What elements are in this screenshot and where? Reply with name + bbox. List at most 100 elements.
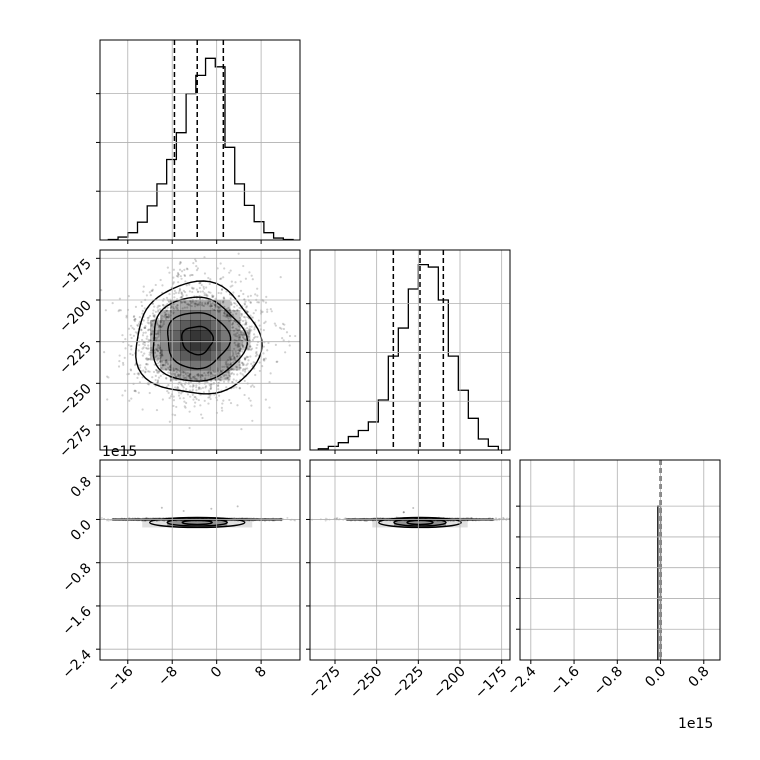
scatter-point xyxy=(177,273,180,276)
scatter-point xyxy=(243,302,246,305)
ytick-label-param2-0: −2.4 xyxy=(59,647,94,682)
scatter-point xyxy=(180,301,183,304)
scatter-point xyxy=(191,385,194,388)
scatter-point xyxy=(181,384,184,387)
scatter-point xyxy=(157,376,161,379)
scatter-point xyxy=(172,281,175,284)
scatter-point xyxy=(155,349,159,352)
scatter-point xyxy=(132,328,136,331)
scatter-point xyxy=(133,315,136,318)
scatter-point xyxy=(182,386,185,389)
hist2d-cell xyxy=(230,350,241,361)
hist2d-cell xyxy=(190,360,201,371)
scatter-point xyxy=(172,372,175,375)
scatter-point xyxy=(157,343,160,346)
hist2d-cell xyxy=(150,350,161,361)
scatter-point xyxy=(257,319,260,322)
scatter-point xyxy=(161,303,165,307)
scatter-point xyxy=(158,324,161,328)
scatter-point xyxy=(241,363,244,367)
scatter-point xyxy=(211,295,215,298)
scatter-point xyxy=(236,344,239,347)
scatter-point xyxy=(185,376,188,379)
scatter-point xyxy=(218,307,221,310)
scatter-point xyxy=(205,286,208,289)
scatter-point xyxy=(147,358,150,361)
scatter-point xyxy=(194,258,197,261)
hist2d-cell xyxy=(200,370,211,381)
scatter-point xyxy=(227,378,230,382)
scatter-point xyxy=(141,354,144,357)
scatter-point xyxy=(246,327,249,330)
scatter-point xyxy=(227,317,230,320)
scatter-point xyxy=(156,380,159,383)
contour-0 xyxy=(378,516,462,529)
scatter-point xyxy=(264,357,267,360)
scatter-point xyxy=(188,389,192,392)
scatter-point xyxy=(235,366,239,369)
contour-0 xyxy=(149,516,246,529)
scatter-point xyxy=(230,368,233,371)
scatter-point xyxy=(470,516,473,519)
scatter-point xyxy=(106,519,109,522)
hist2d-cell xyxy=(210,320,221,331)
hist2d-band-core xyxy=(167,518,228,527)
hist2d-cell xyxy=(170,350,181,361)
scatter-point xyxy=(143,326,146,329)
scatter-point xyxy=(164,361,167,364)
scatter-point xyxy=(229,363,232,366)
scatter-point xyxy=(208,300,211,303)
hist2d-cell xyxy=(220,320,231,331)
scatter-point xyxy=(217,291,220,295)
scatter-point xyxy=(245,323,248,326)
scatter-point xyxy=(166,361,169,364)
hist2d-cell xyxy=(170,320,181,331)
scatter-point xyxy=(232,386,235,389)
scatter-point xyxy=(204,301,207,304)
scatter-point xyxy=(513,519,515,521)
scatter-point xyxy=(140,300,143,304)
scatter-point xyxy=(183,273,186,277)
scatter-point xyxy=(179,371,183,374)
scatter-point xyxy=(318,285,320,287)
scatter-point xyxy=(167,316,170,319)
scatter-point xyxy=(220,288,224,291)
scatter-point xyxy=(230,361,233,364)
contour-3 xyxy=(135,280,263,395)
scatter-point xyxy=(250,404,253,407)
scatter-point xyxy=(165,377,168,380)
scatter-point xyxy=(170,364,173,367)
scatter-point xyxy=(232,352,235,355)
scatter-point xyxy=(172,367,175,370)
scatter-point xyxy=(266,349,269,352)
scatter-point xyxy=(230,372,233,376)
scatter-point xyxy=(256,343,259,346)
hist2d-band xyxy=(372,517,468,528)
scatter-point xyxy=(151,312,155,315)
scatter-point xyxy=(212,294,215,298)
scatter-point xyxy=(182,377,185,380)
scatter-point xyxy=(88,518,90,520)
scatter-point xyxy=(143,307,146,310)
scatter-point xyxy=(157,332,160,335)
scatter-point xyxy=(145,516,148,519)
scatter-point xyxy=(163,311,167,314)
scatter-point xyxy=(175,405,178,409)
scatter-point xyxy=(111,302,114,305)
scatter-point xyxy=(150,349,153,352)
scatter-point xyxy=(229,269,232,272)
scatter-point xyxy=(202,287,206,290)
scatter-point xyxy=(162,320,165,323)
scatter-point xyxy=(156,306,159,309)
scatter-point xyxy=(161,354,164,357)
scatter-point xyxy=(245,364,248,367)
scatter-point xyxy=(212,369,215,372)
scatter-point xyxy=(220,406,223,409)
scatter-point xyxy=(251,419,254,422)
hist2d-cell xyxy=(180,330,191,341)
scatter-point xyxy=(213,374,216,377)
scatter-point xyxy=(133,319,136,323)
scatter-point xyxy=(155,339,158,342)
scatter-point xyxy=(226,314,229,318)
scatter-point xyxy=(243,379,246,383)
